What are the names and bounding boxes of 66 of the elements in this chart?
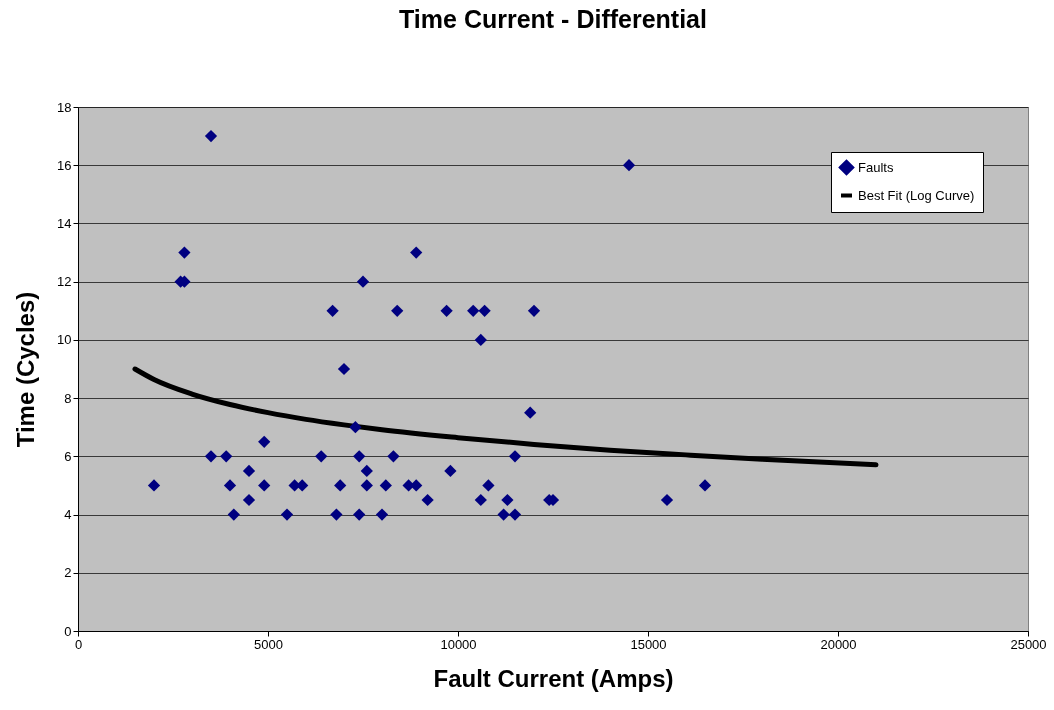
point <box>258 435 271 448</box>
y-tick-label: 0 <box>64 623 72 639</box>
point <box>622 159 636 172</box>
y-tick-label: 2 <box>64 565 72 581</box>
point <box>258 479 271 492</box>
x-tick-label: 25000 <box>1010 636 1047 652</box>
point <box>387 450 400 463</box>
point <box>204 450 218 463</box>
point <box>204 129 218 143</box>
x-tick-label: 15000 <box>630 636 667 652</box>
point <box>227 508 240 521</box>
point <box>330 508 343 521</box>
point <box>280 508 294 521</box>
point <box>440 304 453 317</box>
point <box>360 464 373 478</box>
point <box>508 508 522 521</box>
y-tick-label: 14 <box>57 215 72 231</box>
y-tick-label: 10 <box>57 332 72 348</box>
point <box>353 508 366 521</box>
point <box>360 479 373 492</box>
point <box>698 479 712 492</box>
point <box>524 406 537 419</box>
point <box>474 333 487 347</box>
y-tick-label: 8 <box>64 390 72 406</box>
point <box>337 362 351 376</box>
point <box>501 493 514 507</box>
point <box>147 479 161 492</box>
point <box>527 304 541 317</box>
x-tick-label: 5000 <box>254 636 283 652</box>
point <box>391 304 404 317</box>
y-axis-title: Time (Cycles) <box>12 291 40 448</box>
point <box>178 246 191 259</box>
y-tick-label: 6 <box>64 448 72 464</box>
point <box>242 493 256 507</box>
point <box>242 464 256 478</box>
point <box>349 421 362 434</box>
point <box>474 493 487 507</box>
y-tick-label: 18 <box>57 99 72 115</box>
y-tick-label: 12 <box>57 274 72 290</box>
point <box>421 493 434 507</box>
point <box>220 450 233 463</box>
y-tick-label: 4 <box>64 507 72 523</box>
point <box>353 450 366 463</box>
x-tick-label: 10000 <box>440 636 477 652</box>
point <box>326 304 339 317</box>
point <box>410 246 423 259</box>
point <box>482 479 495 492</box>
chart-title: Time Current - Differential <box>399 5 707 33</box>
point <box>478 304 491 317</box>
x-tick-label: 20000 <box>820 636 857 652</box>
x-tick-label: 0 <box>74 636 83 652</box>
point <box>444 464 457 478</box>
x-axis-title: Fault Current (Amps) <box>433 664 674 692</box>
point <box>334 479 347 492</box>
point <box>315 450 328 463</box>
point <box>379 479 392 492</box>
point <box>356 275 370 288</box>
legend-label: Best Fit (Log Curve) <box>858 187 975 203</box>
point <box>660 493 674 507</box>
point <box>375 508 389 521</box>
point <box>497 508 510 521</box>
legend-label: Faults <box>858 159 894 175</box>
point <box>467 304 480 317</box>
point <box>223 479 237 492</box>
point <box>508 450 522 463</box>
y-tick-label: 16 <box>57 157 72 173</box>
